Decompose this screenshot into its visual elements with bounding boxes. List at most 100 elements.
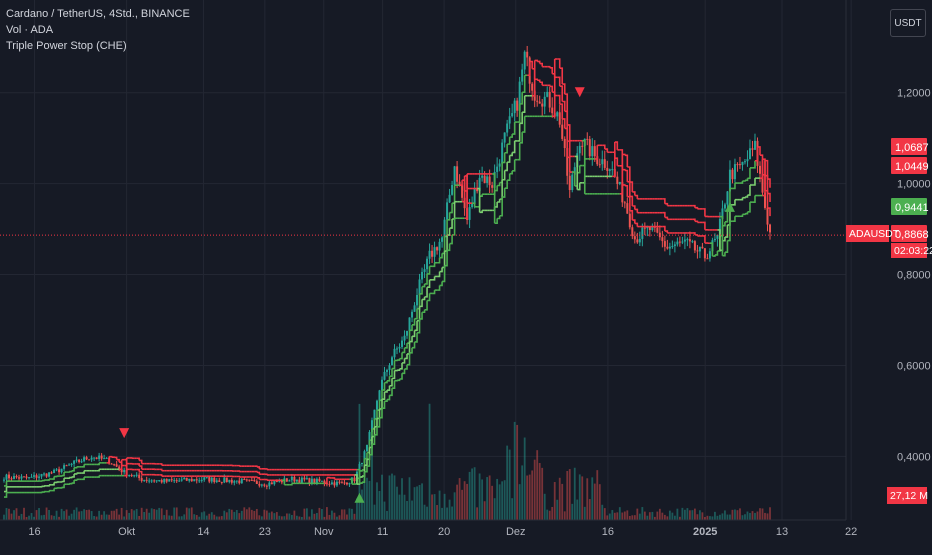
volume-bar [734, 509, 736, 520]
volume-bar [699, 510, 701, 520]
candle-body [416, 295, 418, 305]
candle-body [736, 164, 738, 165]
stop-line-segment [450, 235, 453, 244]
volume-bar [361, 490, 363, 520]
candle-body [739, 164, 741, 165]
stop-line-segment [425, 300, 428, 309]
stop-line-segment [422, 284, 425, 287]
stop-line-segment [622, 154, 625, 155]
volume-indicator-label[interactable]: Vol · ADA [6, 22, 190, 38]
volume-bar [253, 511, 255, 520]
volume-bar [566, 471, 568, 520]
triple-power-stop-lines [4, 59, 770, 497]
candle-body [268, 483, 270, 487]
candle-body [419, 279, 421, 295]
volume-bar [717, 516, 719, 520]
volume-bar [584, 507, 586, 520]
stop-line-segment [264, 469, 267, 470]
stop-line-segment [397, 369, 400, 370]
candle-body [96, 457, 98, 458]
volume-bar [401, 478, 403, 520]
volume-bar [311, 509, 313, 520]
volume-bar [441, 508, 443, 520]
stop-line-segment [264, 474, 267, 475]
candle-body [161, 480, 163, 482]
candle-body [474, 189, 476, 204]
stop-line-segment [159, 464, 162, 465]
candle-body [609, 169, 611, 171]
candle-body [386, 370, 388, 372]
volume-bar [273, 513, 275, 520]
stop-line-segment [254, 477, 257, 478]
candle-body [604, 159, 606, 168]
volume-bar [221, 516, 223, 520]
volume-bar [429, 404, 431, 520]
candle-body [211, 478, 213, 482]
volume-bar [469, 472, 471, 520]
volume-bar [281, 516, 283, 520]
volume-bar [143, 512, 145, 520]
stop-line-segment [237, 466, 240, 467]
volume-bar [319, 508, 321, 520]
candle-body [434, 247, 436, 257]
stop-line-segment [742, 214, 745, 215]
volume-bar [514, 422, 516, 520]
volume-bars [3, 404, 771, 520]
candle-body [559, 112, 561, 124]
candle-body [251, 480, 253, 481]
volume-bar [158, 508, 160, 520]
candle-body [56, 469, 58, 470]
candle-body [694, 241, 696, 250]
stop-line-segment [702, 236, 705, 243]
x-tick-label: 13 [776, 526, 788, 538]
stop-line-segment [440, 281, 443, 285]
candle-body [16, 476, 18, 477]
x-tick-label: 11 [377, 526, 388, 538]
candle-body [366, 445, 368, 451]
volume-bar [228, 509, 230, 520]
symbol-title[interactable]: Cardano / TetherUS, 4Std., BINANCE [6, 6, 190, 22]
candle-body [383, 372, 385, 380]
volume-bar [173, 508, 175, 520]
candle-body [171, 479, 173, 480]
volume-bar [381, 475, 383, 520]
candle-body [724, 204, 726, 208]
volume-bar [236, 510, 238, 520]
stop-line-segment [69, 483, 72, 484]
volume-bar [727, 515, 729, 520]
stop-line-segment [237, 471, 240, 472]
volume-bar [193, 514, 195, 520]
candle-body [449, 195, 451, 203]
candle-body [18, 477, 20, 478]
volume-bar [233, 512, 235, 520]
stop-line-segment [67, 478, 70, 479]
volume-bar [737, 510, 739, 520]
candle-body [198, 480, 200, 481]
stop-line-segment [537, 80, 540, 82]
volume-bar [181, 516, 183, 520]
volume-bar [712, 516, 714, 520]
candle-body [769, 225, 771, 233]
stop-line-segment [752, 161, 755, 168]
currency-button[interactable]: USDT [890, 9, 926, 37]
candle-body [136, 475, 138, 476]
candle-body [636, 239, 638, 242]
candle-body [166, 479, 168, 482]
indicator-label[interactable]: Triple Power Stop (CHE) [6, 38, 190, 54]
stop-line-segment [725, 241, 728, 253]
volume-bar [349, 508, 351, 520]
stop-line-segment [412, 342, 415, 348]
volume-bar [501, 481, 503, 520]
candle-body [338, 482, 340, 483]
volume-bar [732, 510, 734, 520]
candle-body [439, 242, 441, 251]
volume-bar [414, 487, 416, 520]
candle-body [766, 208, 768, 225]
candle-body [141, 478, 143, 481]
candle-body [31, 477, 33, 478]
volume-bar [211, 512, 213, 520]
candle-body [13, 476, 15, 479]
volume-bar [86, 510, 88, 520]
